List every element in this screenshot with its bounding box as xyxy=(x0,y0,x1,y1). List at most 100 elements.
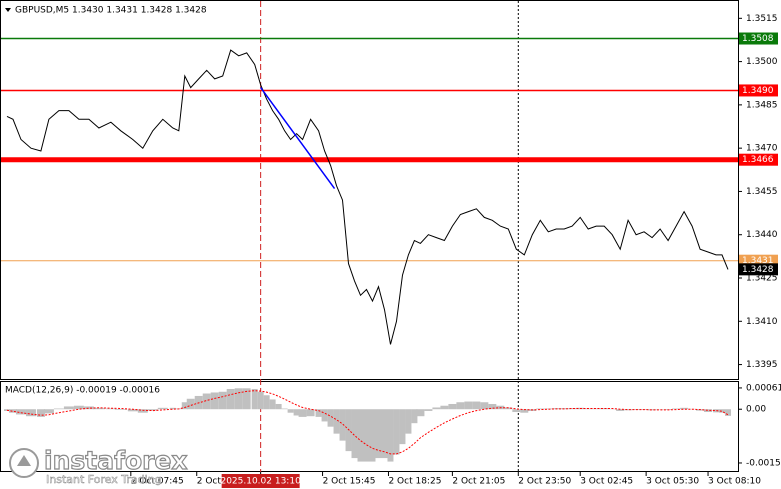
macd-bar xyxy=(624,409,633,411)
level-label-box xyxy=(739,254,778,267)
macd-bar xyxy=(8,409,17,413)
menu-triangle xyxy=(5,8,11,12)
macd-bar xyxy=(333,409,340,434)
macd-bar xyxy=(275,403,282,410)
y-tick-label: 1.3395 xyxy=(746,360,778,370)
macd-bar xyxy=(242,388,251,410)
macd-bar xyxy=(405,409,412,434)
level-label: 1.3490 xyxy=(742,86,774,96)
macd-bar xyxy=(456,402,465,410)
macd-bar xyxy=(53,408,64,410)
macd-bar xyxy=(416,409,425,417)
macd-bar xyxy=(83,406,94,410)
macd-bar xyxy=(15,409,26,415)
logo: instaforex Instant Forex Trading xyxy=(9,445,188,486)
y-tick-label: 1.3440 xyxy=(746,230,778,240)
macd-bar xyxy=(464,401,473,410)
macd-bar xyxy=(393,409,400,455)
macd-bar xyxy=(504,407,513,410)
level-label-box xyxy=(739,263,778,276)
macd-bar xyxy=(472,401,481,410)
macd-bar xyxy=(181,402,188,410)
logo-icon-mark xyxy=(17,455,31,466)
macd-bar xyxy=(672,408,681,410)
macd-bar xyxy=(327,409,334,427)
macd-bar xyxy=(73,405,84,410)
logo-name: instaforex xyxy=(44,446,188,475)
macd-bar xyxy=(357,409,364,462)
price-frame xyxy=(0,0,739,380)
macd-bar xyxy=(351,409,358,459)
macd-bar xyxy=(127,409,138,412)
y-tick-label: 1.3455 xyxy=(746,187,778,197)
level-label-box xyxy=(739,153,778,166)
y-tick-label: 0.00061 xyxy=(746,383,781,393)
macd-bar xyxy=(520,409,529,413)
level-label-box xyxy=(739,84,778,97)
macd-bar xyxy=(281,408,288,410)
macd-bar xyxy=(713,409,720,413)
macd-bar xyxy=(257,391,264,410)
chart-title: GBPUSD,M5 1.3430 1.3431 1.3428 1.3428 xyxy=(15,6,207,16)
macd-bar xyxy=(648,409,657,411)
macd-bar xyxy=(43,409,54,414)
macd-bar xyxy=(263,395,270,410)
macd-bar xyxy=(568,408,577,410)
x-tick-label: 3 Oct 05:30 xyxy=(646,477,699,487)
macd-bar xyxy=(105,408,116,410)
level-label: 1.3508 xyxy=(742,34,774,44)
macd-bar xyxy=(387,409,394,462)
macd-bar xyxy=(399,409,406,445)
macd-bar xyxy=(63,406,74,410)
macd-bar xyxy=(114,409,127,410)
macd-bar xyxy=(226,388,235,410)
macd-bar xyxy=(287,409,294,413)
y-tick-label: 1.3410 xyxy=(746,317,778,327)
level-label: 1.3431 xyxy=(742,256,774,266)
y-tick-label: -0.00154 xyxy=(746,458,781,468)
level-label-box xyxy=(739,32,778,45)
macd-bar xyxy=(298,409,307,417)
macd-title: MACD(12,26,9) -0.00019 -0.00016 xyxy=(5,386,160,396)
x-tick-label: 2 Oct 21:05 xyxy=(452,477,505,487)
macd-bar xyxy=(293,409,300,416)
macd-bar xyxy=(432,407,441,410)
macd-bar xyxy=(315,409,322,417)
x-tick-label: 3 Oct 08:10 xyxy=(708,477,761,487)
macd-bar xyxy=(411,409,418,424)
macd-bar xyxy=(448,403,457,410)
macd-bar xyxy=(704,409,713,413)
price-line xyxy=(6,49,729,345)
y-tick-label: 0.00 xyxy=(746,405,766,415)
macd-bar xyxy=(137,409,148,413)
macd-bar xyxy=(592,408,601,410)
macd-bar xyxy=(234,388,243,410)
macd-bar xyxy=(424,409,433,411)
macd-bar xyxy=(25,409,36,417)
macd-bar xyxy=(92,407,105,410)
macd-bar xyxy=(616,409,625,411)
macd-bar xyxy=(3,409,10,411)
macd-bar xyxy=(321,409,328,422)
macd-bar xyxy=(544,408,553,410)
macd-frame xyxy=(0,381,739,472)
y-tick-label: 1.3515 xyxy=(746,14,778,24)
macd-bar xyxy=(157,407,168,410)
x-tick-label: 2025.10.02 13:10 xyxy=(220,477,301,487)
macd-bar xyxy=(375,409,382,459)
level-label: 1.3466 xyxy=(742,155,774,165)
macd-bar xyxy=(36,409,45,417)
y-tick-label: 1.3425 xyxy=(746,274,778,284)
macd-bar xyxy=(725,409,732,416)
y-tick-label: 1.3500 xyxy=(746,57,778,67)
macd-bar xyxy=(339,409,346,441)
x-tick-label: 2 Oct 18:25 xyxy=(388,477,441,487)
macd-bar xyxy=(269,399,276,410)
macd-bar xyxy=(536,408,545,410)
logo-tagline: Instant Forex Trading xyxy=(46,473,162,486)
macd-bar xyxy=(488,403,497,410)
level-label: 1.3428 xyxy=(742,265,774,275)
macd-bar xyxy=(369,409,376,462)
macd-bar xyxy=(186,398,195,410)
